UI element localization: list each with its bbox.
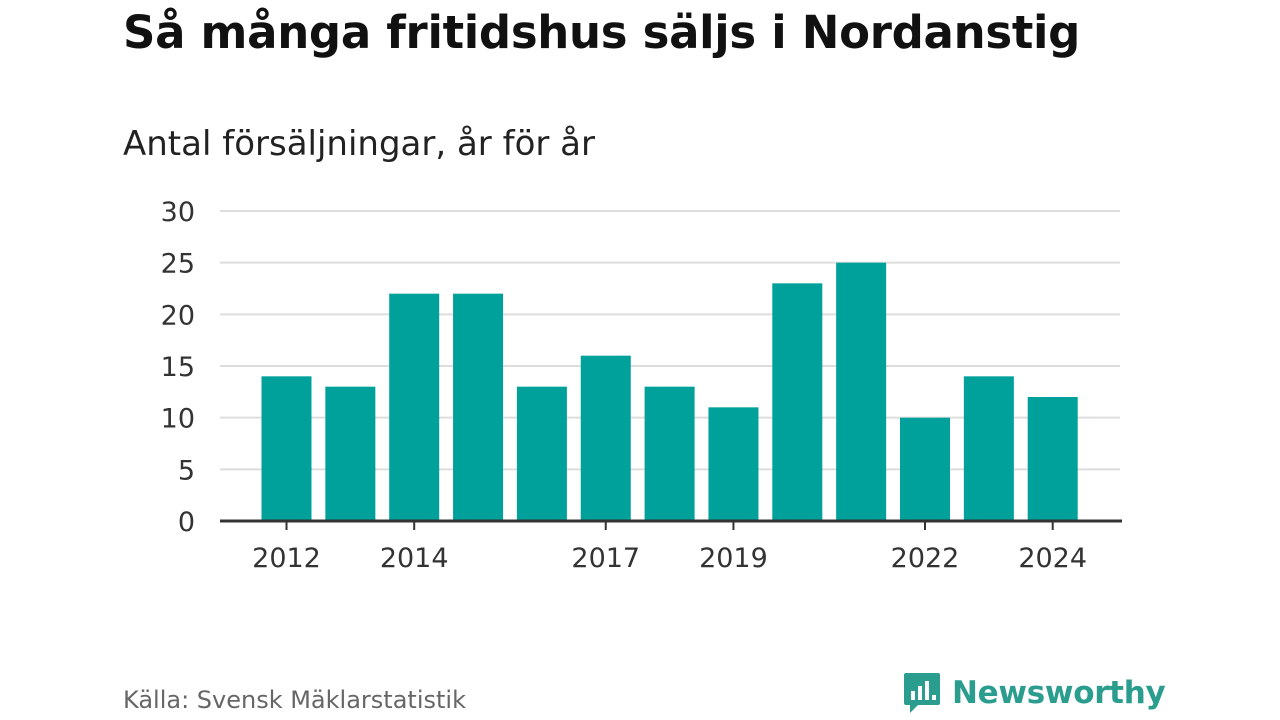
brand-logo: Newsworthy (902, 671, 1166, 715)
chart-title: Så många fritidshus säljs i Nordanstig (123, 6, 1081, 59)
brand-name: Newsworthy (952, 675, 1166, 711)
bar (453, 293, 504, 521)
bar (900, 417, 950, 521)
source-note: Källa: Svensk Mäklarstatistik (123, 686, 466, 714)
y-tick-label: 10 (161, 404, 195, 435)
x-tick-label: 2024 (1018, 543, 1087, 574)
x-tick-label: 2022 (891, 543, 960, 574)
x-tick-label: 2017 (571, 543, 640, 574)
bar (963, 376, 1014, 521)
bar (261, 376, 312, 521)
x-tick-label: 2019 (699, 543, 768, 574)
bar (836, 262, 887, 521)
bar (644, 386, 695, 521)
x-tick-label: 2012 (252, 543, 321, 574)
y-tick-label: 20 (161, 300, 195, 331)
y-tick-label: 5 (178, 455, 195, 486)
bar (325, 386, 376, 521)
newsworthy-logo-icon (904, 673, 940, 713)
bar (389, 293, 440, 521)
y-tick-label: 25 (161, 249, 195, 280)
bar (580, 355, 631, 521)
bar (772, 283, 823, 521)
y-tick-label: 30 (161, 197, 195, 228)
chart-subtitle: Antal försäljningar, år för år (123, 124, 595, 164)
x-tick-label: 2014 (380, 543, 449, 574)
bar (516, 386, 567, 521)
bar (708, 407, 759, 521)
bar (1027, 397, 1078, 521)
y-tick-label: 0 (178, 507, 195, 538)
y-tick-label: 15 (161, 352, 195, 383)
